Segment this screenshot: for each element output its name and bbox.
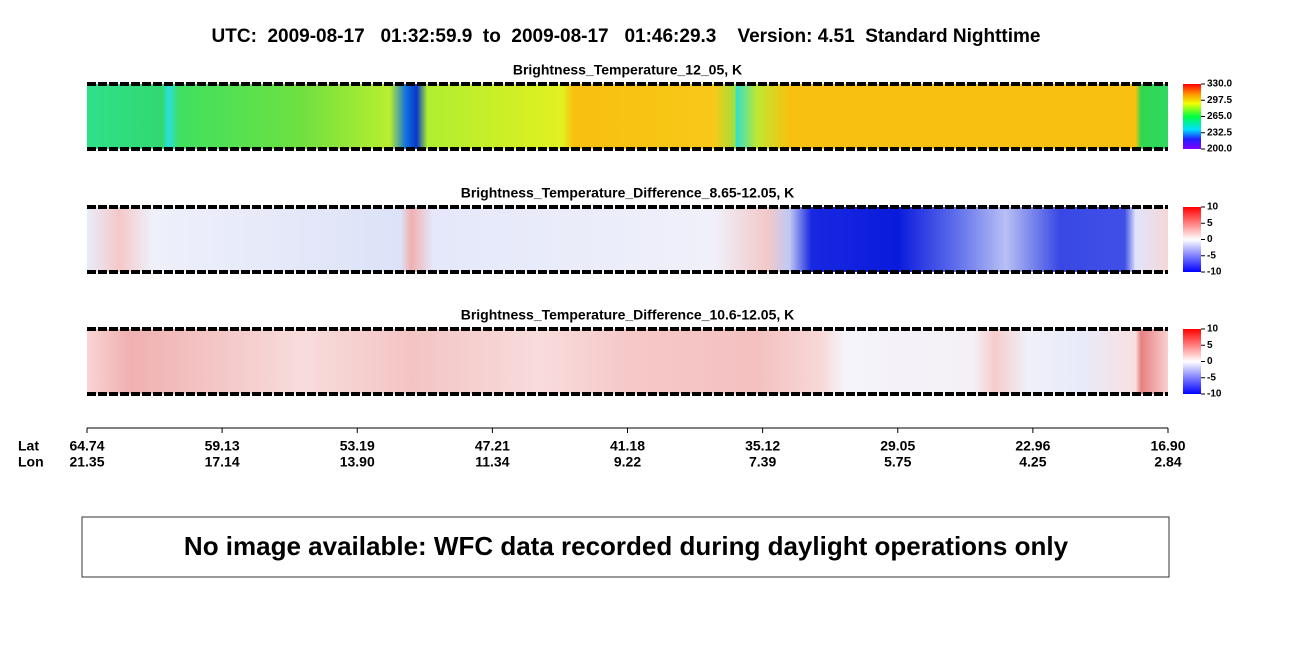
lat-label: 35.12 <box>745 438 780 454</box>
lat-label: 22.96 <box>1015 438 1050 454</box>
colorbar <box>1183 84 1201 149</box>
colorbar-tick-label: 232.5 <box>1207 127 1232 138</box>
message-box <box>81 516 1170 578</box>
colorbar-tick-label: 297.5 <box>1207 95 1232 106</box>
lon-label: 2.84 <box>1154 454 1181 470</box>
message: No image available: WFC data recorded du… <box>184 531 1069 561</box>
panels: Brightness_Temperature_12_05, K 330.0 297.… <box>87 62 1232 400</box>
image-strip <box>87 329 1168 394</box>
panel-title: Brightness_Temperature_Difference_10.6-1… <box>461 307 795 323</box>
colorbar-tick-label: -10 <box>1207 267 1222 278</box>
title: UTC: 2009-08-17 01:32:59.9 to 2009-08-17… <box>212 26 1041 47</box>
lon-label: 5.75 <box>884 454 911 470</box>
colorbar-tick-label: 200.0 <box>1207 144 1232 155</box>
lat-label: 53.19 <box>340 438 375 454</box>
lon-label: 4.25 <box>1019 454 1046 470</box>
lat-label: 59.13 <box>205 438 240 454</box>
lat-label: 47.21 <box>475 438 510 454</box>
colorbar <box>1183 329 1201 394</box>
image-strip <box>87 207 1168 272</box>
lat-label: 64.74 <box>69 438 104 454</box>
image-strip <box>87 84 1168 149</box>
colorbar-tick-label: -10 <box>1207 389 1222 400</box>
lon-label: 11.34 <box>475 454 509 470</box>
lon-label: 7.39 <box>749 454 776 470</box>
colorbar-tick-label: 0 <box>1207 234 1213 245</box>
lat-label: 41.18 <box>610 438 645 454</box>
colorbar-tick-label: 10 <box>1207 324 1219 335</box>
colorbar-tick-label: 5 <box>1207 340 1213 351</box>
lat-label: 29.05 <box>880 438 915 454</box>
row-label: Lon <box>18 454 44 470</box>
colorbar-tick-label: 330.0 <box>1207 79 1232 90</box>
lon-label: 21.35 <box>69 454 104 470</box>
lon-label: 9.22 <box>614 454 641 470</box>
colorbar-tick-label: 10 <box>1207 202 1219 213</box>
row-label: Lat <box>18 438 39 454</box>
colorbar-tick-label: 0 <box>1207 356 1213 367</box>
lon-label: 13.90 <box>340 454 375 470</box>
lat-label: 16.90 <box>1150 438 1185 454</box>
lon-label: 17.14 <box>205 454 240 470</box>
panel-title: Brightness_Temperature_Difference_8.65-1… <box>461 185 795 201</box>
colorbar-tick-label: -5 <box>1207 250 1216 261</box>
colorbar-tick-label: 265.0 <box>1207 111 1232 122</box>
colorbar-tick-label: -5 <box>1207 372 1216 383</box>
panel-title: Brightness_Temperature_12_05, K <box>513 62 742 78</box>
colorbar <box>1183 207 1201 272</box>
colorbar-tick-label: 5 <box>1207 218 1213 229</box>
